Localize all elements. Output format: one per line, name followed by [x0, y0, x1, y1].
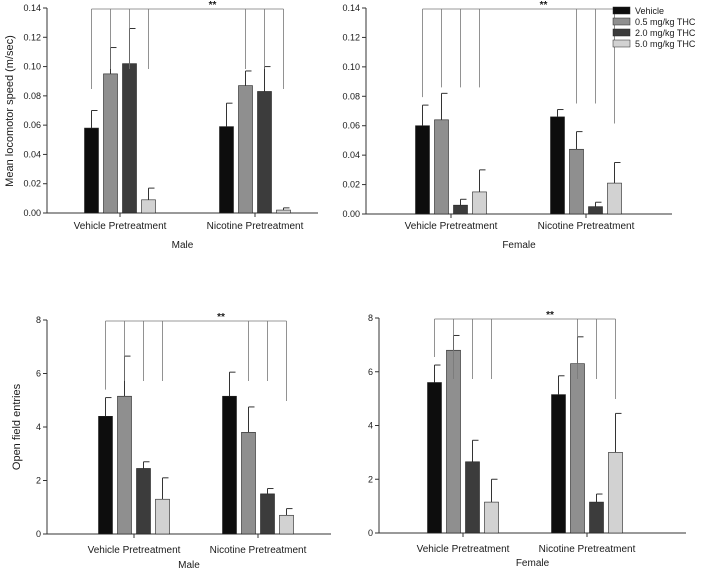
y-tick-label: 8 — [368, 313, 373, 323]
bar — [569, 148, 584, 215]
significance-bracket: ** — [91, 0, 284, 89]
y-tick-label: 0.08 — [23, 91, 41, 101]
x-tick-label: Nicotine Pretreatment — [539, 544, 636, 555]
bar — [117, 395, 132, 535]
bar — [98, 415, 113, 535]
y-tick-label: 0.14 — [23, 3, 41, 13]
panel-4: 0 2 4 6 8 Vehicle Pretreatment Nicotine Pretre… — [368, 310, 686, 569]
y-tick-label: 6 — [368, 367, 373, 377]
legend-label: 2.0 mg/kg THC — [635, 28, 696, 38]
y-tick-label: 4 — [36, 422, 41, 432]
bar — [484, 501, 499, 534]
y-tick-label: 0.06 — [23, 120, 41, 130]
bar — [550, 116, 565, 215]
x-tick-label: Nicotine Pretreatment — [207, 221, 304, 232]
x-tick-label: Vehicle Pretreatment — [74, 221, 167, 232]
significance-label: ** — [540, 0, 548, 11]
panel-2: 0.00 0.02 0.04 0.06 0.08 0.10 0.12 0.14 Vehicle … — [342, 0, 695, 251]
y-tick-label: 0.02 — [342, 180, 360, 190]
bar — [472, 191, 487, 215]
x-tick-label: Nicotine Pretreatment — [538, 221, 635, 232]
bar — [155, 498, 170, 535]
x-axis-label: Female — [516, 558, 550, 569]
significance-label: ** — [217, 312, 225, 323]
bar — [415, 125, 430, 215]
legend-swatch — [612, 17, 631, 26]
bar — [588, 206, 603, 215]
x-axis-label: Male — [178, 560, 200, 570]
y-tick-label: 0.02 — [23, 179, 41, 189]
legend-swatch — [612, 39, 631, 48]
bar — [222, 395, 237, 535]
x-axis-label: Male — [172, 240, 194, 251]
y-tick-label: 6 — [36, 369, 41, 379]
y-tick-label: 0.06 — [342, 121, 360, 131]
bar — [257, 91, 272, 214]
significance-label: ** — [209, 0, 217, 11]
bar — [551, 394, 566, 534]
bar — [570, 363, 585, 534]
bar — [589, 501, 604, 534]
y-tick-label: 0.14 — [342, 3, 360, 13]
x-tick-label: Vehicle Pretreatment — [405, 221, 498, 232]
bar — [465, 461, 480, 534]
y-tick-label: 2 — [36, 476, 41, 486]
x-tick-label: Vehicle Pretreatment — [417, 544, 510, 555]
bar — [279, 514, 294, 535]
legend-swatch — [612, 6, 631, 15]
y-tick-label: 0.12 — [23, 32, 41, 42]
legend-swatch — [612, 28, 631, 37]
y-tick-label: 2 — [368, 474, 373, 484]
y-tick-label: 8 — [36, 315, 41, 325]
bar — [122, 63, 137, 214]
y-axis-label: Open field entries — [11, 383, 23, 470]
bar — [219, 126, 234, 214]
legend-label: Vehicle — [635, 6, 664, 16]
x-tick-label: Nicotine Pretreatment — [210, 545, 307, 556]
y-tick-label: 4 — [368, 421, 373, 431]
y-tick-label: 0.10 — [342, 62, 360, 72]
panel-3: 0 2 4 6 8 Vehicle Pretreatment Nicotine Pretre… — [11, 312, 331, 570]
bar — [434, 119, 449, 215]
bar — [241, 432, 256, 535]
y-axis-label: Mean locomotor speed (m/sec) — [4, 35, 16, 187]
bar — [136, 468, 151, 535]
significance-bracket: ** — [422, 0, 615, 124]
y-tick-label: 0 — [368, 528, 373, 538]
y-tick-label: 0.00 — [342, 209, 360, 219]
panel-1: 0.00 0.02 0.04 0.06 0.08 0.10 0.12 0.14 Vehicle … — [4, 0, 318, 251]
bar — [276, 209, 291, 214]
x-tick-label: Vehicle Pretreatment — [88, 545, 181, 556]
bar — [427, 382, 442, 534]
legend-label: 5.0 mg/kg THC — [635, 39, 696, 49]
significance-bracket: ** — [434, 310, 616, 399]
y-tick-label: 0.04 — [23, 149, 41, 159]
y-tick-label: 0.10 — [23, 62, 41, 72]
y-tick-label: 0.00 — [23, 208, 41, 218]
bar — [608, 452, 623, 534]
bar — [84, 127, 99, 214]
y-tick-label: 0.12 — [342, 32, 360, 42]
bar — [238, 85, 253, 214]
bar — [453, 204, 468, 215]
bar — [141, 199, 156, 214]
y-tick-label: 0.08 — [342, 91, 360, 101]
y-tick-label: 0 — [36, 529, 41, 539]
y-tick-label: 0.04 — [342, 150, 360, 160]
legend-label: 0.5 mg/kg THC — [635, 17, 696, 27]
x-axis-label: Female — [502, 240, 536, 251]
bar — [607, 182, 622, 215]
significance-bracket: ** — [105, 312, 287, 401]
significance-label: ** — [546, 310, 554, 321]
bar — [103, 73, 118, 214]
bar — [260, 493, 275, 535]
